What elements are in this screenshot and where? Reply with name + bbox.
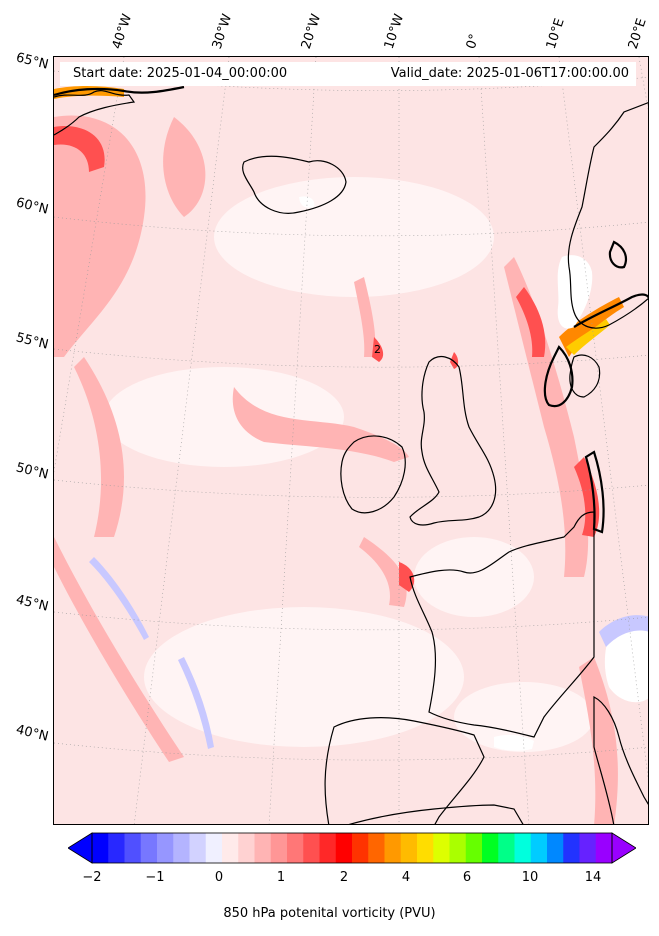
colorbar-tick-m2: −2 (82, 870, 102, 885)
lat-label-55n: 55°N (14, 330, 50, 353)
colorbar-segment (173, 833, 190, 863)
colorbar-label: 850 hPa potenital vorticity (PVU) (223, 906, 436, 921)
map-panel: 2 (53, 56, 649, 825)
pv-medium-bands (54, 115, 618, 824)
start-date-label: Start date: 2025-01-04_00:00:00 (73, 66, 288, 81)
colorbar-segment (92, 833, 109, 863)
lon-label-20e: 20°E (625, 16, 650, 51)
colorbar-segment (384, 833, 402, 863)
colorbar-segment (270, 833, 288, 863)
colorbar-segment (254, 833, 272, 863)
pv-field-map: 2 (54, 57, 648, 824)
colorbar-segment (124, 833, 142, 863)
colorbar-segment (482, 833, 499, 863)
contour-label: 2 (374, 343, 381, 356)
lat-label-60n: 60°N (14, 195, 50, 218)
colorbar-tick-6: 6 (462, 870, 472, 885)
colorbar-min-extend (68, 832, 93, 864)
terrain-mask (299, 196, 648, 751)
colorbar-segment (514, 833, 532, 863)
lon-label-40w: 40°W (109, 12, 136, 51)
lon-label-20w: 20°W (298, 12, 325, 51)
colorbar-segment (189, 833, 207, 863)
lat-label-65n: 65°N (14, 50, 50, 73)
colorbar-segment (498, 833, 515, 863)
info-band (60, 62, 636, 86)
colorbar-tick-0: 0 (214, 870, 224, 885)
colorbar-segment (368, 833, 385, 863)
colorbar-segment (319, 833, 337, 863)
pv-strong-bands (54, 126, 600, 592)
colorbar-segment (303, 833, 320, 863)
colorbar-tick-2: 2 (339, 870, 349, 885)
colorbar-segment (433, 833, 450, 863)
colorbar-segment (108, 833, 125, 863)
lon-label-10w: 10°W (381, 12, 408, 51)
colorbar-segment (417, 833, 434, 863)
colorbar-tick-10: 10 (521, 870, 539, 885)
lat-label-45n: 45°N (14, 592, 50, 615)
colorbar-segment (140, 833, 158, 863)
colorbar-tick-m1: −1 (145, 870, 165, 885)
colorbar-segment (579, 833, 597, 863)
lat-label-50n: 50°N (14, 460, 50, 483)
pv-contour-2 (54, 85, 648, 534)
colorbar-segment (352, 833, 369, 863)
colorbar-segment (595, 833, 613, 863)
colorbar-segment (400, 833, 418, 863)
colorbar-segment (287, 833, 304, 863)
pv-negative-patches (89, 557, 648, 749)
colorbar-segment (335, 833, 353, 863)
lon-label-0: 0° (463, 32, 483, 51)
colorbar-tick-1: 1 (276, 870, 286, 885)
colorbar-tick-4: 4 (401, 870, 411, 885)
lon-label-10e: 10°E (543, 16, 568, 51)
coastlines (54, 90, 648, 824)
colorbar-max-extend (611, 832, 636, 864)
valid-date-label: Valid_date: 2025-01-06T17:00:00.00 (390, 66, 629, 81)
colorbar-segment (222, 833, 239, 863)
colorbar-tick-14: 14 (584, 870, 602, 885)
colorbar-segment (530, 833, 548, 863)
colorbar-segment (547, 833, 564, 863)
lat-label-40n: 40°N (14, 722, 50, 745)
lon-label-30w: 30°W (209, 12, 236, 51)
colorbar-segment (563, 833, 580, 863)
colorbar-segment (238, 833, 255, 863)
colorbar-outline (91, 832, 613, 864)
graticule (54, 57, 648, 824)
colorbar-segment (157, 833, 174, 863)
colorbar-segment (205, 833, 223, 863)
colorbar-segment (449, 833, 467, 863)
colorbar (68, 832, 636, 864)
colorbar-segment (465, 833, 483, 863)
